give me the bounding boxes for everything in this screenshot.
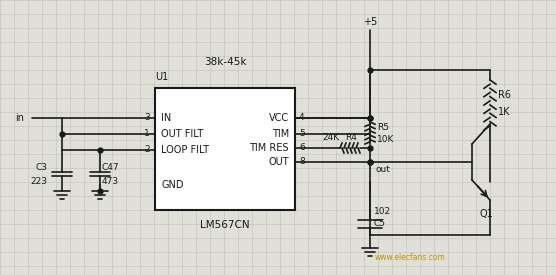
Text: R6: R6 [498,90,511,100]
Text: GND: GND [161,180,183,190]
Text: 2: 2 [145,145,150,155]
Text: 473: 473 [102,177,119,186]
Bar [155,88,295,210]
Text: www.elecfans.com: www.elecfans.com [375,254,445,263]
Text: R4: R4 [345,133,357,142]
Text: C47: C47 [102,164,120,172]
Text: 223: 223 [30,177,47,186]
Text: 5: 5 [299,130,305,139]
Text: OUT: OUT [269,157,289,167]
Text: 1K: 1K [498,107,510,117]
Text: 10K: 10K [377,136,394,144]
Text: U1: U1 [155,72,168,82]
Text: OUT FILT: OUT FILT [161,129,203,139]
Text: C3: C3 [35,164,47,172]
Text: IN: IN [161,113,171,123]
Text: in: in [15,113,24,123]
Text: TIM RES: TIM RES [250,143,289,153]
Text: LOOP FILT: LOOP FILT [161,145,209,155]
Text: C5: C5 [374,219,386,229]
Text: 102: 102 [374,207,391,216]
Text: VCC: VCC [269,113,289,123]
Text: 38k-45k: 38k-45k [203,57,246,67]
Text: 4: 4 [299,114,305,122]
Text: 8: 8 [299,158,305,166]
Text: 3: 3 [144,114,150,122]
Text: TIM: TIM [272,129,289,139]
Text: 6: 6 [299,144,305,153]
Text: out: out [375,166,390,175]
Text: R5: R5 [377,123,389,133]
Text: 24K: 24K [322,133,339,142]
Text: LM567CN: LM567CN [200,220,250,230]
Text: Q1: Q1 [480,209,494,219]
Text: 1: 1 [144,130,150,139]
Text: +5: +5 [363,17,377,27]
